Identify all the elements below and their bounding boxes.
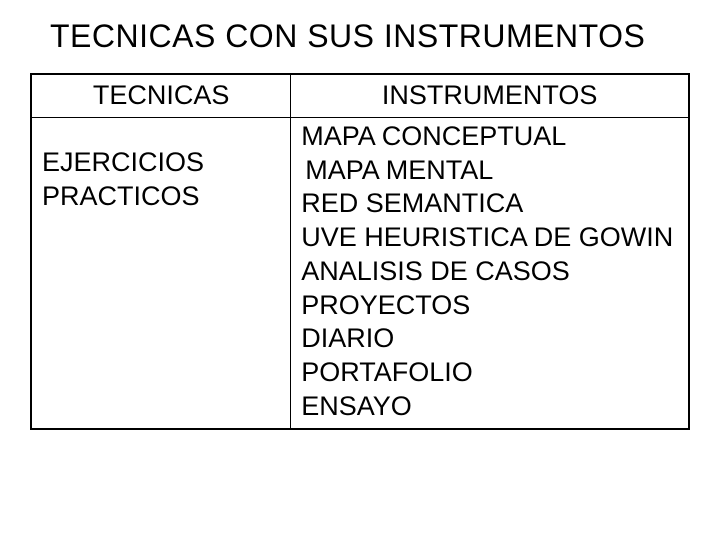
instrumentos-cell: MAPA CONCEPTUAL MAPA MENTAL RED SEMANTIC… — [291, 118, 688, 428]
table-body-row: EJERCICIOS PRACTICOS MAPA CONCEPTUAL MAP… — [32, 118, 688, 428]
list-item: MAPA CONCEPTUAL — [301, 120, 678, 154]
list-item: MAPA MENTAL — [301, 154, 678, 188]
list-item: RED SEMANTICA — [301, 187, 678, 221]
tecnicas-cell: EJERCICIOS PRACTICOS — [32, 118, 291, 428]
list-item: UVE HEURISTICA DE GOWIN — [301, 221, 678, 255]
header-instrumentos: INSTRUMENTOS — [291, 75, 688, 118]
list-item: ANALISIS DE CASOS — [301, 255, 678, 289]
list-item: PROYECTOS — [301, 289, 678, 323]
list-item: ENSAYO — [301, 390, 678, 424]
slide-title: TECNICAS CON SUS INSTRUMENTOS — [50, 18, 690, 55]
table-header-row: TECNICAS INSTRUMENTOS — [32, 75, 688, 118]
header-tecnicas: TECNICAS — [32, 75, 291, 118]
instrumentos-list: MAPA CONCEPTUAL MAPA MENTAL RED SEMANTIC… — [301, 120, 678, 424]
techniques-table: TECNICAS INSTRUMENTOS EJERCICIOS PRACTIC… — [30, 73, 690, 430]
list-item: PORTAFOLIO — [301, 356, 678, 390]
list-item: DIARIO — [301, 322, 678, 356]
